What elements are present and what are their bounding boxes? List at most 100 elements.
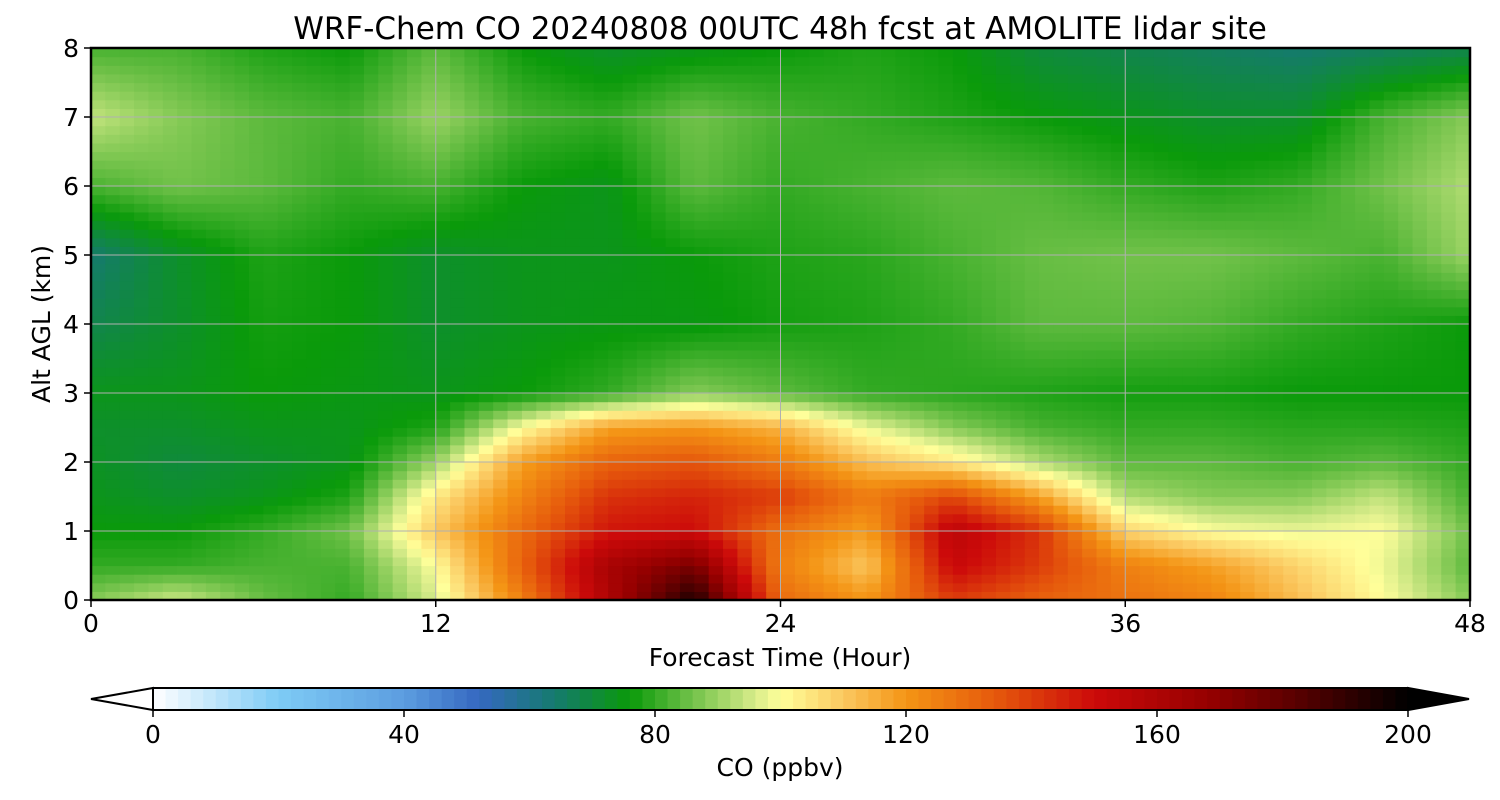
heatmap-cell (1053, 367, 1069, 377)
heatmap-cell (1197, 82, 1213, 92)
heatmap-cell (234, 280, 250, 291)
heatmap-cell (450, 237, 466, 247)
heatmap-cell (622, 556, 638, 567)
heatmap-cell (292, 220, 308, 230)
heatmap-cell (694, 117, 710, 127)
heatmap-cell (608, 134, 624, 144)
heatmap-cell (421, 436, 437, 446)
heatmap-cell (277, 479, 293, 489)
heatmap-cell (435, 341, 451, 351)
heatmap-cell (191, 315, 207, 325)
heatmap-cell (105, 496, 121, 506)
heatmap-cell (593, 349, 609, 360)
heatmap-cell (1182, 358, 1198, 368)
heatmap-cell (852, 375, 868, 385)
heatmap-cell (780, 462, 796, 472)
heatmap-cell (134, 393, 150, 403)
heatmap-cell (306, 341, 322, 351)
heatmap-cell (1082, 99, 1098, 109)
heatmap-cell (895, 280, 911, 291)
heatmap-cell (392, 194, 408, 204)
heatmap-cell (1182, 142, 1198, 153)
heatmap-cell (952, 522, 968, 532)
heatmap-cell (608, 73, 624, 84)
heatmap-cell (794, 186, 810, 196)
heatmap-cell (1153, 246, 1169, 256)
heatmap-cell (421, 522, 437, 532)
heatmap-cell (995, 315, 1011, 325)
heatmap-cell (981, 298, 997, 308)
heatmap-cell (507, 496, 523, 506)
heatmap-cell (134, 117, 150, 127)
heatmap-cell (335, 306, 351, 316)
heatmap-cell (924, 556, 940, 567)
heatmap-cell (737, 556, 753, 567)
heatmap-cell (1153, 220, 1169, 230)
heatmap-cell (766, 531, 782, 541)
heatmap-cell (565, 384, 580, 394)
heatmap-cell (794, 255, 810, 265)
heatmap-cell (895, 177, 911, 187)
heatmap-cell (249, 194, 264, 204)
heatmap-cell (378, 367, 394, 377)
heatmap-cell (1197, 48, 1213, 58)
heatmap-cell (407, 444, 422, 454)
heatmap-cell (981, 591, 997, 601)
heatmap-cell (191, 367, 207, 377)
heatmap-cell (205, 332, 221, 342)
heatmap-cell (1168, 108, 1184, 118)
heatmap-cell (119, 332, 135, 342)
heatmap-cell (751, 177, 767, 187)
heatmap-cell (464, 349, 480, 360)
heatmap-cell (435, 513, 451, 523)
heatmap-cell (1182, 203, 1198, 213)
heatmap-cell (249, 134, 264, 144)
heatmap-cell (478, 280, 494, 291)
heatmap-cell (593, 82, 609, 92)
heatmap-cell (909, 220, 925, 230)
heatmap-cell (622, 177, 638, 187)
heatmap-cell (952, 479, 968, 489)
heatmap-cell (220, 332, 236, 342)
heatmap-cell (1139, 306, 1155, 316)
heatmap-cell (177, 427, 193, 437)
heatmap-cell (234, 548, 250, 558)
heatmap-cell (392, 289, 408, 299)
heatmap-cell (320, 186, 336, 196)
heatmap-cell (967, 496, 983, 506)
heatmap-cell (162, 496, 178, 506)
heatmap-cell (220, 142, 236, 153)
heatmap-cell (536, 272, 552, 282)
heatmap-cell (162, 462, 178, 472)
heatmap-cell (608, 556, 624, 567)
heatmap-cell (1053, 565, 1069, 575)
heatmap-cell (995, 358, 1011, 368)
heatmap-cell (881, 367, 897, 377)
heatmap-cell (766, 315, 782, 325)
heatmap-cell (780, 82, 796, 92)
heatmap-cell (349, 539, 365, 549)
heatmap-cell (464, 522, 480, 532)
heatmap-cell (220, 91, 236, 101)
heatmap-cell (407, 453, 422, 463)
heatmap-cell (665, 556, 681, 567)
heatmap-cell (1082, 548, 1098, 558)
heatmap-cell (435, 582, 451, 592)
heatmap-cell (134, 229, 150, 239)
heatmap-cell (866, 401, 882, 411)
heatmap-cell (1125, 272, 1141, 282)
heatmap-cell (1125, 65, 1141, 75)
heatmap-cell (1053, 91, 1069, 101)
heatmap-cell (881, 298, 897, 308)
heatmap-cell (1024, 142, 1040, 153)
heatmap-cell (91, 574, 106, 584)
heatmap-cell (320, 177, 336, 187)
heatmap-cell (708, 229, 724, 239)
heatmap-cell (665, 56, 681, 66)
heatmap-cell (1168, 393, 1184, 403)
heatmap-cell (723, 367, 738, 377)
heatmap-cell (191, 237, 207, 247)
heatmap-cell (363, 82, 379, 92)
heatmap-cell (837, 479, 853, 489)
heatmap-cell (320, 393, 336, 403)
